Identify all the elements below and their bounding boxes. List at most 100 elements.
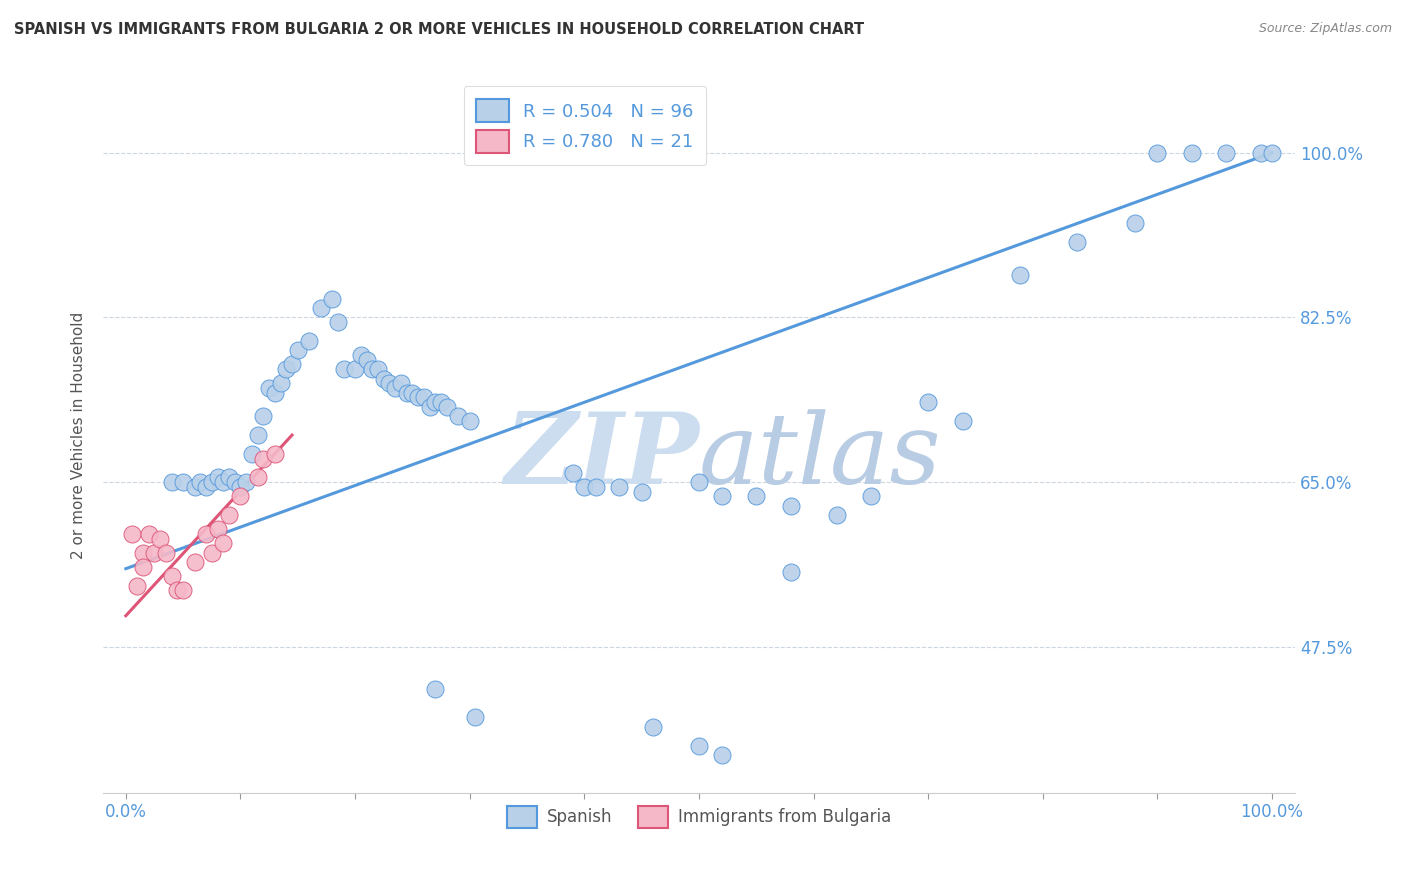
Point: [464, 145, 486, 160]
Point: [745, 489, 768, 503]
Point: [710, 747, 733, 762]
Text: SPANISH VS IMMIGRANTS FROM BULGARIA 2 OR MORE VEHICLES IN HOUSEHOLD CORRELATION : SPANISH VS IMMIGRANTS FROM BULGARIA 2 OR…: [14, 22, 865, 37]
Point: [395, 385, 418, 400]
Point: [710, 489, 733, 503]
Point: [218, 470, 240, 484]
Text: Source: ZipAtlas.com: Source: ZipAtlas.com: [1258, 22, 1392, 36]
Point: [263, 385, 285, 400]
Point: [246, 428, 269, 442]
Point: [688, 739, 710, 753]
Point: [585, 480, 607, 494]
Point: [166, 583, 188, 598]
Point: [447, 409, 470, 424]
Point: [143, 546, 166, 560]
Point: [607, 480, 630, 494]
Point: [384, 381, 406, 395]
Legend: Spanish, Immigrants from Bulgaria: Spanish, Immigrants from Bulgaria: [501, 799, 897, 834]
Point: [252, 451, 274, 466]
Point: [475, 145, 498, 160]
Point: [350, 348, 373, 362]
Point: [1261, 145, 1284, 160]
Point: [218, 508, 240, 522]
Point: [630, 484, 652, 499]
Point: [917, 395, 939, 409]
Point: [1250, 145, 1272, 160]
Point: [522, 145, 544, 160]
Point: [436, 400, 458, 414]
Text: atlas: atlas: [699, 409, 942, 504]
Point: [281, 358, 304, 372]
Point: [406, 391, 429, 405]
Point: [1146, 145, 1168, 160]
Point: [373, 371, 395, 385]
Point: [132, 559, 155, 574]
Point: [425, 395, 447, 409]
Point: [643, 720, 665, 734]
Point: [172, 475, 194, 489]
Point: [419, 400, 441, 414]
Point: [212, 475, 235, 489]
Point: [344, 362, 367, 376]
Point: [1008, 268, 1031, 282]
Point: [425, 682, 447, 697]
Point: [201, 475, 224, 489]
Point: [1123, 216, 1146, 230]
Point: [527, 145, 550, 160]
Point: [538, 145, 561, 160]
Point: [561, 466, 583, 480]
Point: [212, 536, 235, 550]
Point: [201, 546, 224, 560]
Point: [309, 301, 332, 315]
Point: [287, 343, 309, 358]
Point: [240, 447, 263, 461]
Point: [1066, 235, 1088, 249]
Point: [172, 583, 194, 598]
Point: [195, 480, 218, 494]
Point: [270, 376, 292, 391]
Y-axis label: 2 or more Vehicles in Household: 2 or more Vehicles in Household: [72, 311, 86, 558]
Point: [229, 480, 252, 494]
Point: [257, 381, 280, 395]
Point: [430, 395, 453, 409]
Point: [246, 470, 269, 484]
Point: [195, 526, 218, 541]
Point: [825, 508, 848, 522]
Point: [688, 475, 710, 489]
Point: [121, 526, 143, 541]
Point: [183, 555, 205, 569]
Point: [138, 526, 160, 541]
Point: [544, 145, 567, 160]
Point: [235, 475, 257, 489]
Point: [859, 489, 882, 503]
Point: [401, 385, 423, 400]
Point: [361, 362, 384, 376]
Point: [378, 376, 401, 391]
Point: [127, 579, 149, 593]
Point: [188, 475, 211, 489]
Point: [160, 569, 183, 583]
Point: [276, 362, 298, 376]
Point: [229, 489, 252, 503]
Point: [494, 145, 516, 160]
Point: [356, 352, 378, 367]
Point: [183, 480, 205, 494]
Point: [332, 362, 354, 376]
Point: [367, 362, 389, 376]
Point: [412, 391, 434, 405]
Point: [160, 475, 183, 489]
Point: [779, 565, 801, 579]
Point: [464, 710, 486, 724]
Point: [298, 334, 321, 348]
Point: [155, 546, 177, 560]
Point: [389, 376, 412, 391]
Point: [458, 414, 481, 428]
Point: [263, 447, 285, 461]
Point: [224, 475, 246, 489]
Text: ZIP: ZIP: [503, 409, 699, 505]
Point: [574, 480, 596, 494]
Point: [1181, 145, 1204, 160]
Point: [252, 409, 274, 424]
Point: [207, 522, 229, 536]
Point: [1215, 145, 1237, 160]
Point: [321, 292, 343, 306]
